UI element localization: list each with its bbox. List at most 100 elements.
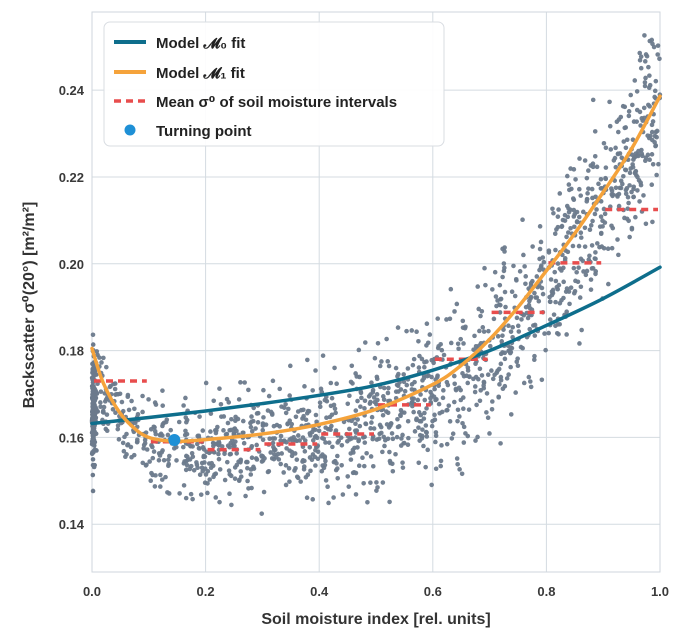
scatter-point <box>158 472 163 478</box>
scatter-point <box>233 418 238 424</box>
scatter-point <box>598 199 604 204</box>
scatter-point <box>98 400 103 405</box>
scatter-point <box>593 269 599 274</box>
scatter-point <box>472 384 478 389</box>
scatter-point <box>584 175 590 181</box>
scatter-point <box>410 362 416 368</box>
scatter-point <box>294 457 300 462</box>
scatter-point <box>197 472 203 477</box>
turning-point <box>168 434 181 447</box>
scatter-point <box>638 182 644 188</box>
scatter-point <box>436 383 441 389</box>
scatter-point <box>206 450 212 456</box>
scatter-point <box>496 394 501 400</box>
scatter-point <box>649 37 655 43</box>
scatter-point <box>626 113 632 119</box>
scatter-point <box>498 351 504 357</box>
scatter-point <box>625 194 631 200</box>
scatter-point <box>608 147 614 152</box>
scatter-point <box>473 374 479 380</box>
scatter-point <box>472 333 477 339</box>
scatter-point <box>511 263 516 269</box>
scatter-point <box>508 329 514 334</box>
scatter-point <box>166 491 172 496</box>
scatter-point <box>565 249 571 255</box>
y-tick-label: 0.20 <box>59 257 84 272</box>
scatter-point <box>455 341 461 347</box>
scatter-point <box>338 435 344 440</box>
scatter-point <box>444 441 450 447</box>
scatter-point <box>333 410 338 416</box>
scatter-point <box>463 431 468 436</box>
scatter-point <box>485 415 491 420</box>
scatter-point <box>599 244 605 249</box>
scatter-point <box>627 234 632 240</box>
scatter-point <box>473 438 478 443</box>
scatter-point <box>530 244 535 249</box>
y-tick-label: 0.24 <box>59 83 85 98</box>
scatter-point <box>380 480 386 485</box>
scatter-point <box>160 403 166 408</box>
scatter-point <box>320 353 326 358</box>
scatter-point <box>647 73 652 78</box>
scatter-point <box>260 427 266 433</box>
scatter-point <box>437 410 443 416</box>
scatter-point <box>609 245 615 251</box>
scatter-point <box>411 409 416 415</box>
scatter-point <box>313 427 318 433</box>
scatter-point <box>217 386 222 391</box>
scatter-point <box>637 57 643 63</box>
scatter-point <box>503 304 508 310</box>
scatter-point <box>490 287 495 292</box>
scatter-point <box>550 206 555 212</box>
scatter-point <box>461 406 466 411</box>
scatter-point <box>335 440 340 445</box>
scatter-point <box>502 265 507 271</box>
scatter-point <box>532 333 538 338</box>
scatter-point <box>226 468 232 474</box>
scatter-point <box>312 434 318 440</box>
scatter-point <box>331 495 336 500</box>
scatter-point <box>510 324 515 330</box>
scatter-point <box>93 372 99 377</box>
scatter-point <box>551 312 557 317</box>
scatter-point <box>568 226 573 231</box>
scatter-point <box>202 454 208 459</box>
scatter-point <box>452 399 457 405</box>
scatter-point <box>498 361 504 367</box>
scatter-point <box>188 463 194 469</box>
y-tick-labels: 0.14 0.16 0.18 0.20 0.22 0.24 <box>59 83 85 532</box>
scatter-point <box>598 214 604 219</box>
scatter-point <box>610 192 616 197</box>
scatter-point <box>435 374 440 380</box>
scatter-point <box>142 440 148 446</box>
scatter-point <box>226 400 232 405</box>
scatter-point <box>261 387 266 393</box>
scatter-point <box>261 415 266 420</box>
scatter-point <box>345 439 350 444</box>
scatter-point <box>104 364 109 370</box>
scatter-point <box>268 450 273 455</box>
scatter-point <box>577 156 582 161</box>
scatter-point <box>251 466 257 471</box>
scatter-point <box>406 435 411 441</box>
scatter-point <box>140 409 145 415</box>
scatter-point <box>627 183 632 188</box>
scatter-point <box>652 94 657 100</box>
scatter-point <box>429 482 434 488</box>
scatter-point <box>293 414 299 420</box>
scatter-point <box>283 482 289 488</box>
scatter-point <box>324 415 329 421</box>
scatter-point <box>390 468 396 474</box>
scatter-point <box>622 215 627 221</box>
scatter-point <box>484 410 489 415</box>
scatter-point <box>323 478 329 483</box>
scatter-point <box>600 218 605 224</box>
scatter-point <box>500 333 505 338</box>
scatter-point <box>125 442 130 448</box>
scatter-point <box>546 330 551 336</box>
scatter-point <box>654 134 659 140</box>
scatter-point <box>616 252 621 258</box>
scatter-point <box>293 437 298 443</box>
scatter-point <box>365 499 370 505</box>
